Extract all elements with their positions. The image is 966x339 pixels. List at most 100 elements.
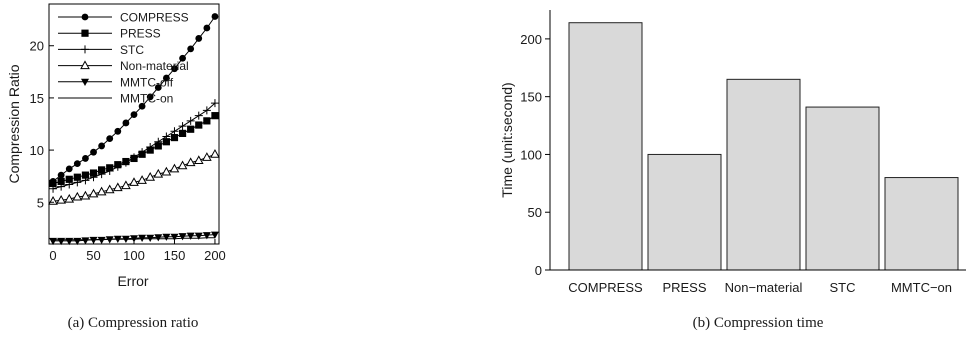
data-point-stc	[49, 184, 58, 193]
y-tick-label: 10	[30, 143, 44, 158]
data-point-stc	[113, 162, 122, 171]
data-point-mmtc-off	[202, 232, 211, 240]
data-point-mmtc-off	[154, 234, 163, 242]
data-point-mmtc-off	[170, 233, 179, 241]
data-point-mmtc-off	[178, 233, 187, 241]
data-point-mmtc-off	[194, 232, 203, 240]
y-tick-label: 150	[520, 90, 542, 105]
data-point-compress	[171, 65, 178, 73]
line-chart-axes: 0 50 100 150 200 5 10 15 20	[30, 39, 226, 263]
x-tick-label: 50	[86, 248, 100, 263]
data-point-non-material	[177, 160, 188, 170]
data-point-compress	[82, 155, 89, 162]
x-tick-label: 200	[204, 248, 226, 263]
data-point-compress	[122, 119, 130, 127]
y-tick-label: 50	[528, 205, 542, 220]
data-point-non-material	[169, 163, 180, 173]
bar-category-label: STC	[830, 280, 856, 295]
data-point-non-material	[202, 152, 212, 161]
data-point-compress	[138, 102, 146, 110]
data-point-mmtc-off	[210, 231, 219, 239]
data-point-non-material	[129, 177, 139, 186]
data-point-compress	[98, 142, 106, 150]
data-point-press	[195, 121, 203, 129]
data-point-press	[170, 133, 179, 142]
data-point-non-material	[64, 193, 75, 203]
line-chart-caption: (a) Compression ratio	[68, 315, 199, 331]
data-point-stc	[162, 132, 171, 141]
bar-mmtc-on	[884, 177, 959, 271]
bar-category-label: COMPRESS	[568, 280, 643, 295]
data-point-press	[49, 179, 57, 188]
data-point-press	[89, 169, 98, 177]
data-point-press	[154, 142, 162, 150]
y-tick-label: 15	[30, 91, 44, 106]
data-point-stc	[146, 142, 155, 151]
bar-non-material	[726, 78, 801, 271]
data-point-compress	[203, 24, 211, 32]
data-point-non-material	[161, 166, 172, 176]
data-point-compress	[130, 111, 138, 119]
bar-chart-panel: COMPRESS PRESS Non−material STC MMTC−on 0 50 1…	[499, 10, 966, 331]
data-point-compress	[195, 35, 203, 42]
data-point-compress	[65, 165, 73, 173]
data-point-stc	[65, 180, 74, 189]
x-tick-label: 150	[164, 248, 186, 263]
data-point-stc	[170, 127, 179, 136]
data-point-stc	[154, 137, 163, 146]
data-point-press	[203, 117, 211, 125]
legend-label-compress: COMPRESS	[120, 11, 189, 25]
bar-chart-bars: COMPRESS PRESS Non−material STC MMTC−on	[568, 22, 959, 295]
data-point-press	[73, 173, 81, 181]
data-point-non-material	[88, 188, 99, 198]
data-point-press	[57, 177, 65, 185]
legend-marker-non-material	[80, 60, 90, 70]
data-point-press	[98, 166, 106, 174]
data-point-stc	[202, 106, 211, 115]
y-tick-label: 5	[37, 195, 44, 210]
bar-chart-ylabel: Time (unit:second)	[499, 82, 515, 197]
data-point-press	[187, 125, 195, 133]
data-point-non-material	[153, 168, 164, 178]
data-point-press	[65, 175, 73, 183]
line-chart-series	[48, 13, 220, 246]
data-point-stc	[97, 170, 106, 179]
data-point-stc	[210, 99, 219, 108]
data-point-compress	[73, 160, 81, 168]
data-point-stc	[178, 122, 187, 131]
data-point-compress	[106, 135, 114, 143]
legend-label-non-material: Non-material	[120, 59, 189, 73]
data-point-stc	[138, 148, 147, 157]
data-point-compress	[114, 127, 122, 135]
data-point-non-material	[210, 149, 220, 158]
data-point-compress	[146, 93, 154, 101]
data-point-press	[178, 129, 187, 137]
data-point-mmtc-off	[81, 237, 90, 245]
data-point-non-material	[72, 191, 83, 201]
data-point-compress	[162, 74, 170, 82]
bar-chart-axes: 0 50 100 150 200	[520, 10, 966, 278]
line-chart-xlabel: Error	[117, 273, 148, 289]
data-point-press	[81, 171, 90, 179]
data-point-mmtc-off	[162, 233, 171, 241]
legend-label-mmtc-on: MMTC-on	[120, 92, 173, 106]
line-chart-legend: COMPRESS PRESS STC Non-material MMTC-off MMTC…	[58, 11, 189, 106]
bar-compress	[568, 22, 643, 271]
data-point-stc	[57, 182, 66, 191]
legend-marker-press	[81, 29, 89, 37]
data-point-mmtc-off	[105, 236, 114, 244]
data-point-press	[211, 112, 219, 120]
y-tick-label: 200	[520, 32, 542, 47]
legend-marker-compress	[81, 13, 89, 21]
data-point-stc	[89, 173, 98, 182]
data-point-press	[162, 138, 170, 146]
data-point-mmtc-off	[97, 236, 106, 245]
data-point-stc	[105, 166, 114, 175]
data-point-non-material	[80, 190, 91, 200]
data-point-stc	[194, 111, 203, 120]
data-point-stc	[186, 116, 195, 125]
x-tick-label: 0	[49, 248, 56, 263]
legend-label-stc: STC	[120, 43, 144, 57]
data-point-non-material	[193, 155, 204, 165]
